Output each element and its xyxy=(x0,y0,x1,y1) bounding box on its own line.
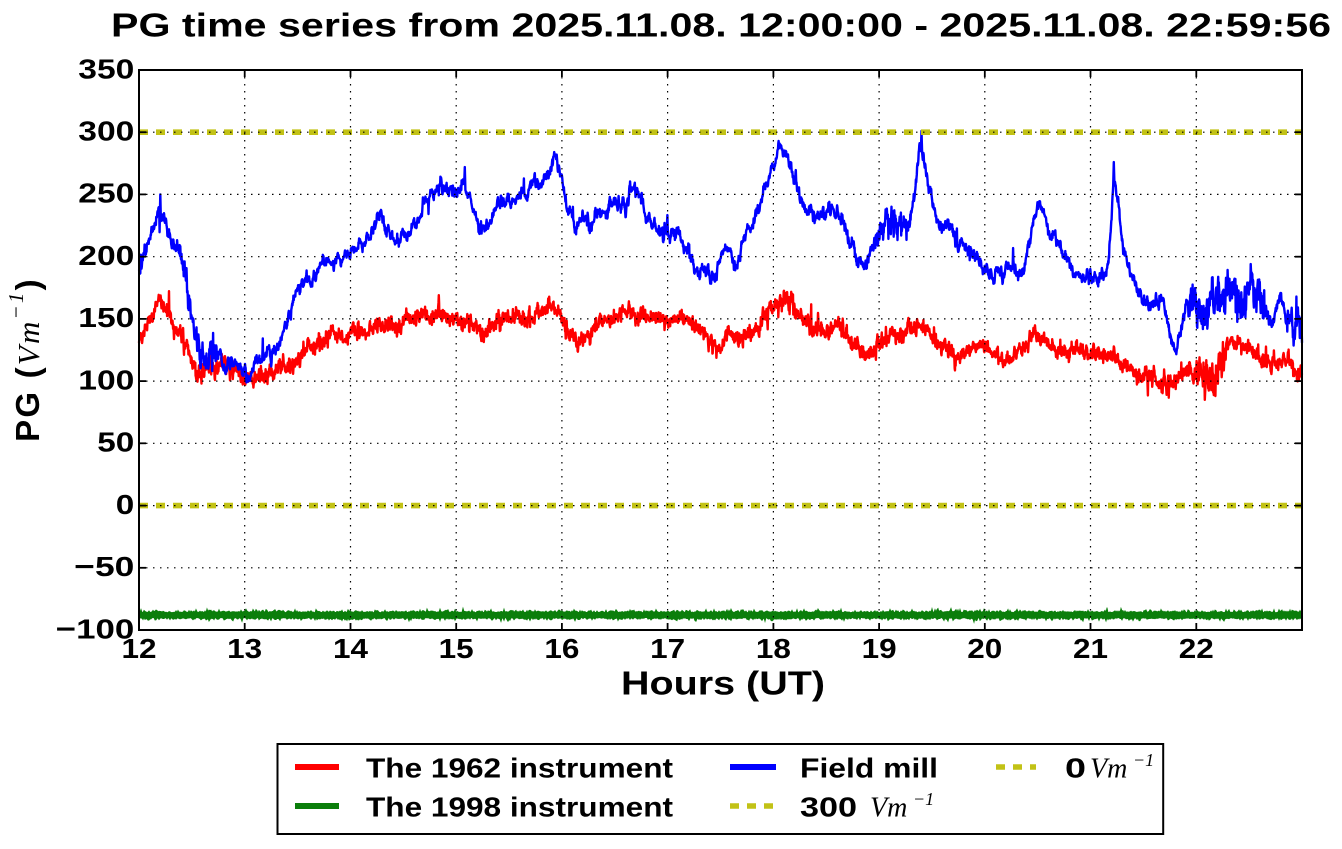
svg-text:150: 150 xyxy=(78,302,134,333)
svg-text:250: 250 xyxy=(78,178,134,209)
svg-text:The 1962 instrument: The 1962 instrument xyxy=(366,753,673,784)
svg-text:350: 350 xyxy=(78,53,134,84)
svg-text:0: 0 xyxy=(1065,753,1086,784)
svg-text:Vm: Vm xyxy=(1090,754,1127,785)
svg-text:16: 16 xyxy=(544,633,579,664)
svg-text:PG time series from 2025.11.08: PG time series from 2025.11.08. 12:00:00… xyxy=(111,6,1331,43)
svg-text:50: 50 xyxy=(97,427,134,458)
svg-text:−1: −1 xyxy=(1133,750,1154,770)
svg-text:200: 200 xyxy=(78,240,134,271)
svg-text:Vm: Vm xyxy=(870,793,907,824)
svg-text:Field mill: Field mill xyxy=(800,753,938,784)
svg-text:−1: −1 xyxy=(913,789,934,809)
svg-text:20: 20 xyxy=(967,633,1002,664)
svg-text:19: 19 xyxy=(862,633,897,664)
svg-text:300: 300 xyxy=(800,792,857,823)
svg-text:21: 21 xyxy=(1073,633,1108,664)
svg-text:22: 22 xyxy=(1179,633,1214,664)
svg-text:The 1998 instrument: The 1998 instrument xyxy=(366,792,673,823)
svg-text:17: 17 xyxy=(650,633,685,664)
svg-text:Hours (UT): Hours (UT) xyxy=(621,665,825,702)
svg-text:−50: −50 xyxy=(74,551,134,582)
svg-text:15: 15 xyxy=(439,633,474,664)
svg-text:14: 14 xyxy=(333,633,368,664)
svg-text:13: 13 xyxy=(227,633,262,664)
svg-text:12: 12 xyxy=(122,633,157,664)
svg-text:18: 18 xyxy=(756,633,791,664)
svg-text:−100: −100 xyxy=(56,613,135,644)
svg-text:300: 300 xyxy=(78,116,134,147)
svg-text:0: 0 xyxy=(116,489,135,520)
svg-text:100: 100 xyxy=(78,364,134,395)
